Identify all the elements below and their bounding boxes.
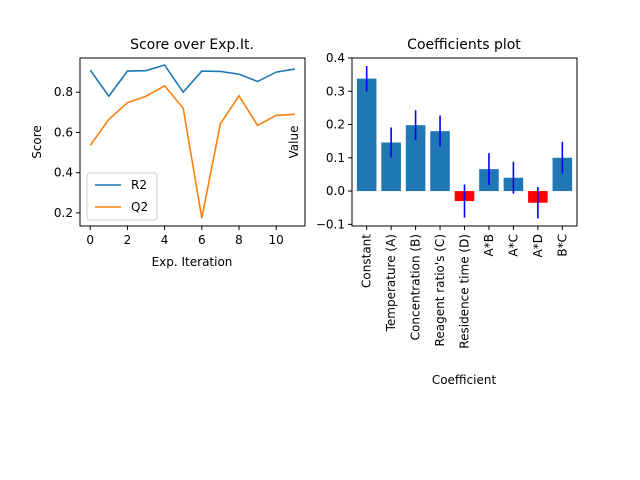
chart1-legend: R2 Q2 — [86, 172, 158, 221]
x-tick-label: A*C — [506, 234, 520, 257]
y-tick-label: 0.8 — [54, 85, 73, 99]
x-tick-label: 2 — [124, 233, 132, 247]
chart2-error-bars — [365, 65, 564, 219]
legend-label: Q2 — [131, 200, 148, 214]
chart2-ylabel: Value — [287, 126, 301, 159]
x-tick-label: A*D — [531, 234, 545, 257]
bar — [381, 142, 401, 192]
chart1-axes-frame — [79, 57, 306, 227]
chart1-ylabel: Score — [30, 125, 44, 159]
y-tick-label: 0.4 — [54, 166, 73, 180]
x-tick-label: Reagent ratio's (C) — [433, 234, 447, 346]
chart2-title: Coefficients plot — [407, 37, 521, 53]
bar — [405, 125, 426, 192]
bar — [430, 131, 450, 192]
x-tick-label: Constant — [360, 234, 374, 288]
series-line-q2 — [89, 84, 295, 219]
x-tick-label: Concentration (B) — [409, 234, 423, 340]
chart1-ticks: 0 2 4 6 8 10 0.2 0.4 0.6 0.8 — [54, 85, 284, 247]
x-tick-label: 4 — [161, 233, 169, 247]
x-tick-label: 6 — [198, 233, 206, 247]
coefficients-bar-chart: Coefficients plot Value Coefficient −0.1… — [287, 37, 578, 387]
score-line-chart: Score over Exp.It. Score Exp. Iteration … — [30, 37, 306, 269]
legend-label: R2 — [131, 178, 147, 192]
y-tick-label: 0.6 — [54, 125, 73, 139]
chart2-bars — [356, 78, 573, 203]
x-tick-label: B*C — [555, 234, 569, 257]
bar — [356, 78, 377, 192]
chart2-axes-frame — [351, 57, 578, 227]
chart2-ticks: −0.1 0.0 0.1 0.2 0.3 0.4 Constant Temperature (… — [316, 51, 569, 349]
y-tick-label: 0.1 — [326, 151, 345, 165]
chart1-title: Score over Exp.It. — [130, 37, 254, 53]
y-tick-label: 0.2 — [326, 118, 345, 132]
x-tick-label: 8 — [235, 233, 243, 247]
y-tick-label: 0.2 — [54, 206, 73, 220]
chart1-series — [89, 64, 295, 219]
y-tick-label: −0.1 — [316, 217, 345, 231]
x-tick-label: Residence time (D) — [458, 234, 472, 349]
bar — [552, 157, 573, 192]
chart1-xlabel: Exp. Iteration — [152, 255, 233, 269]
x-tick-label: 10 — [269, 233, 284, 247]
x-tick-label: A*B — [482, 234, 496, 256]
x-tick-label: Temperature (A) — [384, 234, 398, 332]
chart2-xlabel: Coefficient — [432, 373, 497, 387]
series-line-r2 — [89, 64, 295, 98]
x-tick-label: 0 — [86, 233, 94, 247]
y-tick-label: 0.4 — [326, 51, 345, 65]
y-tick-label: 0.3 — [326, 84, 345, 98]
y-tick-label: 0.0 — [326, 184, 345, 198]
